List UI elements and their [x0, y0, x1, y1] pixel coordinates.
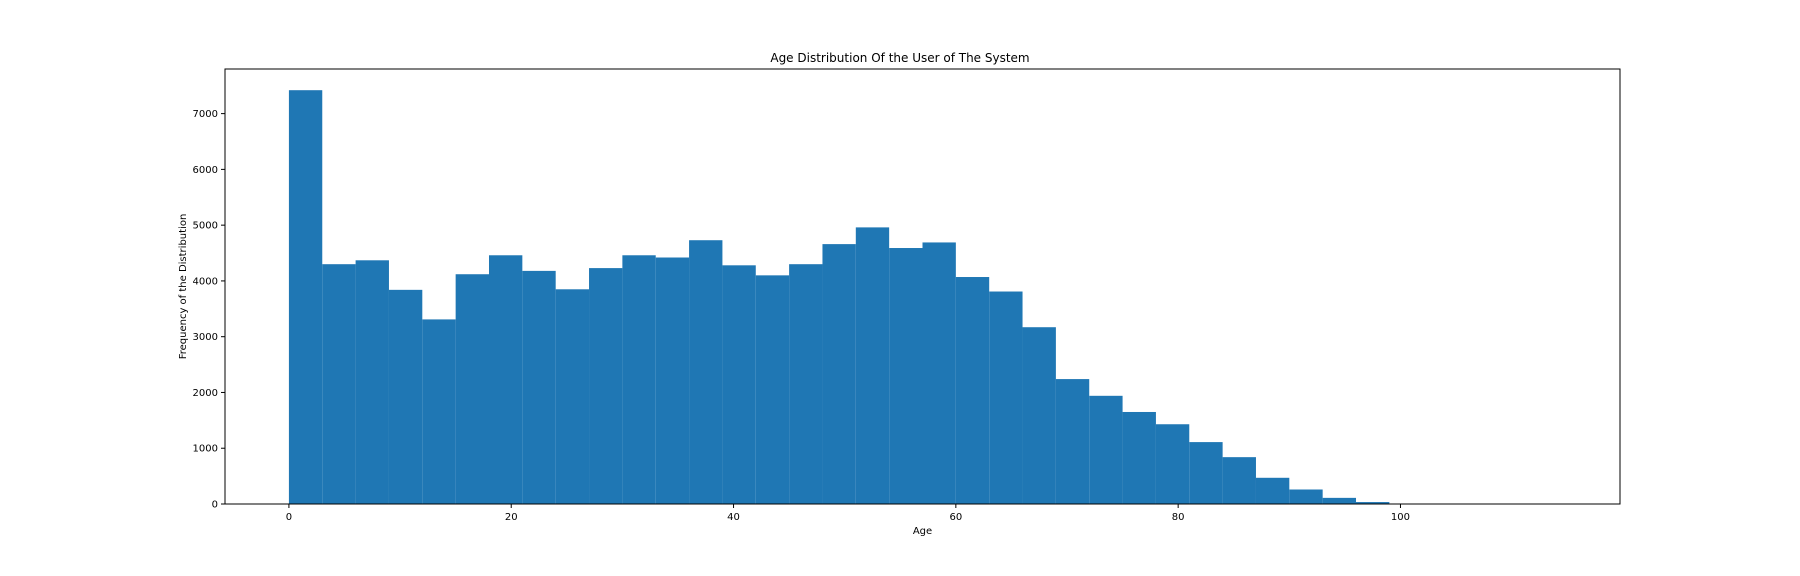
histogram-bar-31: [1322, 497, 1357, 504]
x-axis-title: Age: [913, 526, 932, 537]
histogram-bar-4: [422, 319, 456, 504]
y-tick-label: 6000: [193, 165, 218, 176]
histogram-bar-8: [555, 289, 590, 504]
histogram-bar-6: [488, 255, 523, 504]
y-tick-label: 7000: [193, 109, 218, 120]
histogram-bar-13: [722, 265, 756, 504]
histogram-bar-24: [1089, 395, 1123, 504]
x-tick-label: 60: [949, 512, 962, 523]
bars-group: [288, 90, 1557, 504]
histogram-bar-16: [822, 244, 856, 504]
histogram-bar-12: [689, 240, 723, 504]
y-tick-label: 3000: [193, 332, 218, 343]
histogram-bar-15: [789, 264, 823, 504]
x-tick-label: 0: [286, 512, 292, 523]
y-tick-label: 2000: [193, 388, 218, 399]
histogram-bar-25: [1122, 411, 1156, 504]
chart-title: Age Distribution Of the User of The Syst…: [770, 51, 1029, 65]
y-tick-label: 5000: [193, 221, 218, 232]
histogram-bar-26: [1155, 424, 1190, 504]
y-tick-label: 1000: [193, 444, 218, 455]
x-tick-label: 100: [1391, 512, 1410, 523]
y-tick-label: 0: [212, 500, 218, 511]
histogram-bar-0: [288, 90, 323, 504]
histogram-bar-9: [589, 268, 623, 504]
histogram-bar-21: [989, 291, 1023, 504]
x-axis: 0 20 40 60 80 100: [286, 504, 1410, 523]
histogram-bar-19: [922, 242, 956, 504]
y-axis: 0 1000 2000 3000 4000 5000 6000 7000: [193, 109, 225, 511]
histogram-bar-28: [1222, 457, 1256, 504]
histogram-bar-14: [755, 275, 790, 504]
histogram-bar-7: [522, 270, 556, 504]
x-tick-label: 40: [727, 512, 740, 523]
histogram-bar-29: [1255, 477, 1290, 504]
histogram-bar-18: [889, 248, 923, 504]
histogram-bar-1: [322, 264, 356, 504]
histogram-bar-27: [1189, 442, 1223, 504]
histogram-bar-3: [388, 289, 423, 504]
histogram-bar-30: [1289, 489, 1323, 504]
histogram-bar-10: [622, 255, 656, 504]
histogram-bar-5: [455, 274, 489, 504]
histogram-bar-22: [1022, 327, 1056, 504]
x-tick-label: 80: [1172, 512, 1185, 523]
histogram-bar-32: [1356, 502, 1390, 504]
y-tick-label: 4000: [193, 276, 218, 287]
y-axis-title: Frequency of the Distribution: [178, 214, 189, 360]
histogram-bar-23: [1055, 379, 1090, 504]
histogram-bar-11: [655, 257, 690, 504]
histogram-bar-17: [855, 227, 890, 504]
histogram-bar-20: [955, 277, 990, 504]
x-tick-label: 20: [505, 512, 518, 523]
histogram-bar-2: [355, 260, 389, 504]
plot-frame: [224, 68, 1621, 505]
